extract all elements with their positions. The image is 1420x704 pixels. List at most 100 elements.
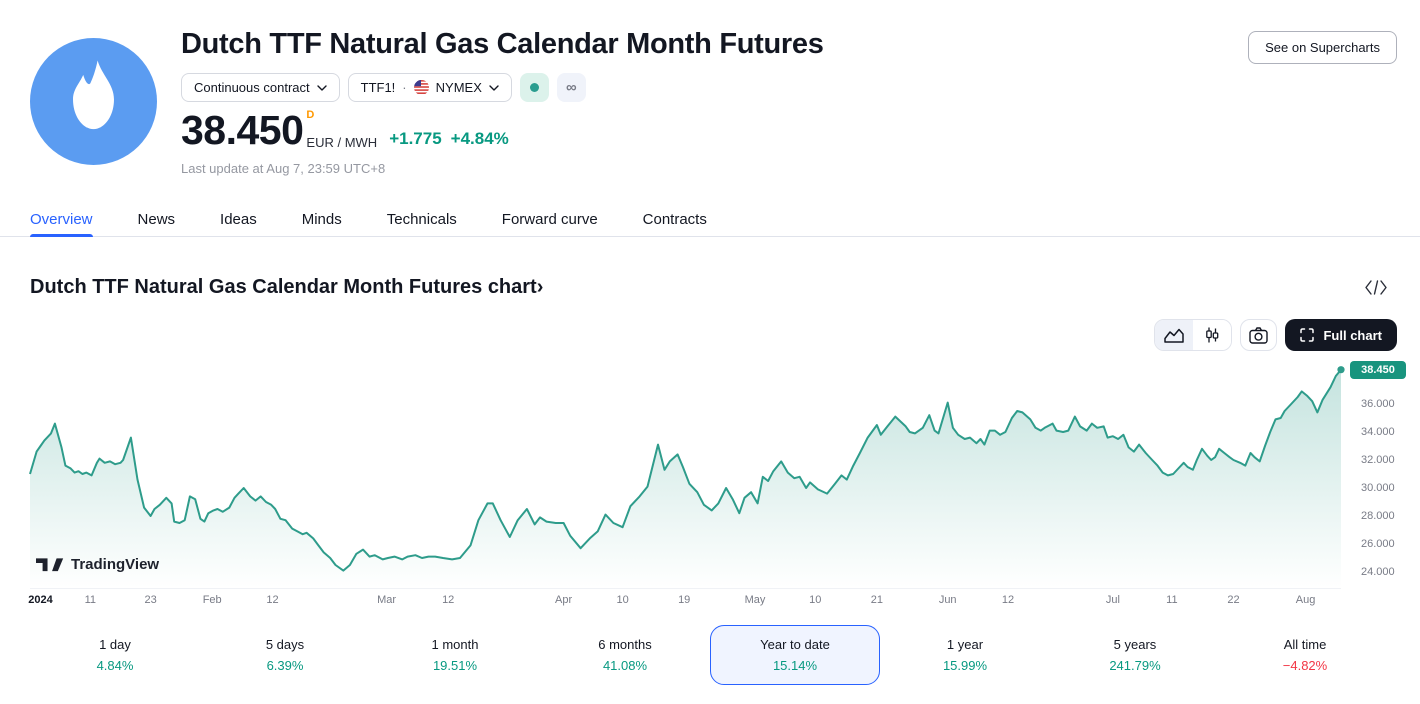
range-label: 1 day [99,637,131,652]
tab-technicals[interactable]: Technicals [386,211,457,228]
symbol-chips: Continuous contract TTF1! · NYMEX [181,73,586,102]
last-price-marker [1337,366,1345,374]
chevron-down-icon [316,84,327,91]
chevron-down-icon [489,84,499,91]
price-axis-label: 24.000 [1361,566,1395,578]
candles-style-button[interactable] [1193,320,1232,350]
exchange-label: NYMEX [435,80,482,95]
area-fill [30,369,1341,588]
range-1-year[interactable]: 1 year 15.99% [880,625,1050,685]
price-line-series [29,369,1342,572]
instrument-logo [30,38,157,165]
time-axis-label: May [744,594,766,606]
time-axis-label: 11 [1166,594,1178,606]
watermark-label: TradingView [71,556,160,573]
tab-ideas[interactable]: Ideas [220,211,257,228]
symbol-label: TTF1! [360,80,396,95]
tradingview-logo-icon [36,557,64,571]
tab-bar: Overview News Ideas Minds Technicals Forward … [0,203,1420,237]
candlestick-icon [1206,327,1219,343]
chart-toolbar: Full chart [1154,319,1397,351]
range-year-to-date[interactable]: Year to date 15.14% [710,625,880,685]
price-change: +1.775 +4.84% [389,129,509,151]
green-dot-icon [529,83,539,92]
time-axis-label: 23 [144,594,157,606]
fullscreen-icon [1300,328,1315,342]
area-chart-icon [1164,328,1185,343]
range-1-month[interactable]: 1 month 19.51% [370,625,540,685]
time-axis-label: 12 [1001,594,1015,606]
range-label: 1 month [431,637,479,652]
time-axis-label: 10 [616,594,629,606]
tab-news[interactable]: News [137,211,176,228]
contract-selector-dropdown[interactable]: Continuous contract [181,73,340,102]
range-change-value: 15.99% [942,658,988,673]
see-on-supercharts-button[interactable]: See on Supercharts [1248,31,1397,64]
code-icon [1365,279,1387,295]
range-all-time[interactable]: All time −4.82% [1220,625,1390,685]
time-axis-label: 19 [678,594,691,606]
time-axis-label: 10 [809,594,822,606]
last-price: 38.450 [181,107,304,153]
tradingview-watermark: TradingView [36,556,159,573]
price-axis-label: 26.000 [1361,538,1395,550]
full-chart-button[interactable]: Full chart [1285,319,1397,351]
streaming-button[interactable]: ∞ [556,73,586,102]
symbol-exchange-dropdown[interactable]: TTF1! · NYMEX [347,73,512,102]
price-axis-label: 32.000 [1361,454,1395,466]
price-axis-label: 30.000 [1361,482,1395,494]
time-axis-label: 12 [266,594,279,606]
chart-style-switcher [1154,319,1233,351]
range-label: 5 days [265,637,305,652]
range-change-value: 41.08% [602,658,648,673]
session-flag: D [306,109,315,121]
price-block: 38.450 D EUR / MWH +1.775 +4.84% [181,110,509,151]
range-5-years[interactable]: 5 years 241.79% [1050,625,1220,685]
time-axis-label: Aug [1295,594,1316,606]
range-5-days[interactable]: 5 days 6.39% [200,625,370,685]
time-axis-label: Apr [555,594,573,606]
market-status-button[interactable] [519,73,549,102]
time-axis-label: Jun [938,594,957,606]
flame-icon [30,38,157,165]
time-axis[interactable]: 2024 11 23 Feb 12 Mar 12 Apr 10 19 May 10 21 Jun 12 Jul… [28,588,1341,606]
time-axis-label: Mar [377,594,397,606]
tab-contracts[interactable]: Contracts [642,211,707,228]
camera-icon [1249,326,1269,344]
tab-forward-curve[interactable]: Forward curve [501,211,598,228]
range-label: 5 years [1113,637,1157,652]
time-axis-label: 2024 [28,594,53,606]
embed-code-button[interactable] [1364,278,1388,296]
snapshot-button[interactable] [1240,319,1278,351]
change-absolute: +1.775 [389,129,442,148]
last-update-text: Last update at Aug 7, 23:59 UTC+8 [181,161,386,176]
price-axis[interactable]: 36.000 34.000 32.000 30.000 28.000 26.000 24.0… [1349,358,1420,588]
separator-dot: · [402,80,407,95]
range-label: All time [1283,637,1327,652]
range-change-value: 4.84% [96,658,134,673]
price-axis-label: 36.000 [1361,398,1395,410]
time-axis-label: Jul [1105,594,1120,606]
chevron-right-icon: › [536,276,544,298]
last-price-badge: 38.450 [1350,360,1406,379]
price-axis-label: 34.000 [1361,426,1395,438]
range-change-value: 6.39% [266,658,304,673]
us-flag-icon [413,80,429,95]
chart-section-heading-link[interactable]: Dutch TTF Natural Gas Calendar Month Fut… [30,276,544,298]
range-change-value: 19.51% [432,658,478,673]
time-axis-label: Feb [202,594,222,606]
range-6-months[interactable]: 6 months 41.08% [540,625,710,685]
price-unit: EUR / MWH [306,135,378,150]
infinity-icon: ∞ [566,79,577,96]
range-label: 1 year [946,637,984,652]
range-change-value: 15.14% [772,658,818,673]
tab-overview[interactable]: Overview [30,203,93,237]
area-style-button[interactable] [1155,320,1194,350]
range-selector: 1 day 4.84% 5 days 6.39% 1 month 19.51% 6 mont… [30,625,1390,685]
tab-minds[interactable]: Minds [301,211,342,228]
range-1-day[interactable]: 1 day 4.84% [30,625,200,685]
range-change-value: 241.79% [1109,658,1161,673]
price-chart-canvas[interactable] [29,358,1345,588]
range-label: 6 months [598,637,652,652]
